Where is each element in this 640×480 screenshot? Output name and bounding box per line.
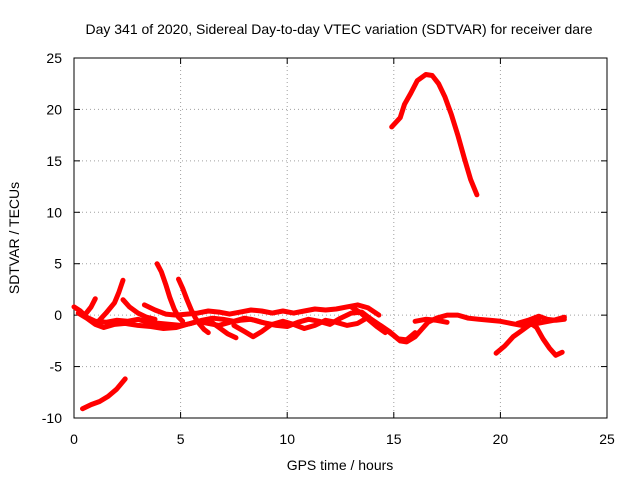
x-tick-label: 5 [177, 431, 185, 447]
x-tick-label: 20 [493, 431, 509, 447]
y-tick-label: -5 [50, 359, 63, 375]
chart-title: Day 341 of 2020, Sidereal Day-to-day VTE… [85, 21, 592, 37]
series-line-7 [176, 276, 211, 336]
series-line-10 [82, 296, 98, 318]
grid [74, 58, 607, 418]
series-line-12 [231, 322, 273, 340]
y-tick-label: 10 [46, 204, 62, 220]
series-line-5 [141, 302, 382, 318]
series-line-9 [95, 277, 126, 325]
series-line-16 [525, 318, 565, 358]
plot-frame [73, 57, 608, 419]
y-tick-label: -10 [42, 410, 62, 426]
series-line-11 [207, 318, 239, 341]
y-tick-label: 0 [54, 307, 62, 323]
series-line-2 [389, 72, 480, 198]
x-tick-label: 25 [599, 431, 615, 447]
x-tick-label: 0 [70, 431, 78, 447]
y-tick-label: 20 [46, 101, 62, 117]
x-tick-labels: 0 5 10 15 20 25 [70, 431, 615, 447]
y-tick-label: 15 [46, 153, 62, 169]
series-line-13 [348, 304, 388, 336]
x-tick-label: 10 [279, 431, 295, 447]
series-line-6 [154, 261, 186, 324]
series-line-8 [120, 297, 158, 322]
data-series [71, 72, 567, 412]
x-axis-label: GPS time / hours [287, 457, 394, 473]
y-axis-label: SDTVAR / TECUs [6, 182, 22, 294]
y-tick-label: 5 [54, 256, 62, 272]
x-tick-label: 15 [386, 431, 402, 447]
series-line-1 [80, 376, 128, 412]
y-tick-labels: -10 -5 0 5 10 15 20 25 [42, 50, 62, 426]
series-line-14 [412, 316, 450, 325]
series-line-17 [515, 313, 567, 326]
y-tick-label: 25 [46, 50, 62, 66]
